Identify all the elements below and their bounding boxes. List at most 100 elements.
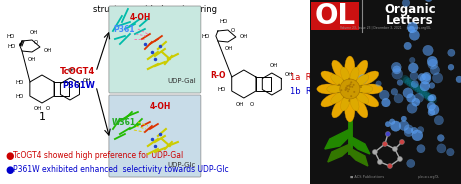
Circle shape — [417, 145, 425, 153]
Circle shape — [411, 80, 419, 88]
Text: pubs.acs.org/OL: pubs.acs.org/OL — [418, 175, 440, 179]
Text: 4-OH: 4-OH — [129, 13, 151, 22]
Circle shape — [392, 68, 403, 79]
Circle shape — [376, 81, 381, 86]
Ellipse shape — [350, 67, 359, 82]
Text: ●: ● — [5, 151, 13, 161]
Ellipse shape — [350, 95, 359, 111]
Text: UDP-Glc: UDP-Glc — [168, 162, 196, 168]
Circle shape — [421, 90, 429, 98]
Circle shape — [427, 102, 436, 110]
Polygon shape — [325, 129, 350, 149]
Circle shape — [345, 88, 347, 90]
Circle shape — [414, 93, 424, 102]
Text: R-O: R-O — [210, 72, 226, 81]
Circle shape — [415, 86, 423, 93]
Text: OH: OH — [270, 63, 278, 68]
Circle shape — [423, 91, 431, 100]
Ellipse shape — [354, 98, 368, 118]
Circle shape — [360, 86, 362, 88]
Text: HO: HO — [16, 79, 24, 84]
Circle shape — [425, 0, 433, 2]
Circle shape — [412, 98, 420, 106]
Text: HO: HO — [218, 87, 226, 92]
Circle shape — [340, 79, 360, 99]
Text: P361: P361 — [113, 25, 135, 34]
Circle shape — [338, 84, 340, 86]
Circle shape — [345, 87, 347, 89]
Circle shape — [385, 132, 390, 137]
Circle shape — [408, 63, 418, 73]
Text: W361: W361 — [112, 118, 136, 127]
Text: TcOGT4 showed high preference for UDP-Gal: TcOGT4 showed high preference for UDP-Ga… — [13, 151, 183, 160]
Circle shape — [387, 164, 392, 169]
Ellipse shape — [355, 92, 369, 104]
Circle shape — [353, 84, 355, 86]
Text: OH: OH — [236, 102, 244, 107]
Circle shape — [408, 26, 415, 33]
Circle shape — [437, 144, 446, 153]
Ellipse shape — [331, 75, 344, 86]
Text: O: O — [230, 29, 235, 33]
Ellipse shape — [345, 100, 355, 122]
Circle shape — [391, 62, 401, 72]
Circle shape — [405, 78, 413, 86]
Text: OH: OH — [28, 57, 36, 62]
Text: OH: OH — [34, 106, 42, 111]
Circle shape — [348, 88, 350, 90]
Ellipse shape — [332, 60, 346, 80]
Circle shape — [348, 78, 350, 80]
Circle shape — [407, 94, 415, 102]
Ellipse shape — [317, 84, 339, 94]
Circle shape — [379, 90, 389, 100]
Text: HO: HO — [8, 45, 16, 49]
Circle shape — [437, 135, 444, 141]
Circle shape — [390, 119, 395, 124]
Circle shape — [350, 81, 352, 83]
Circle shape — [382, 141, 387, 146]
Circle shape — [448, 49, 455, 56]
Circle shape — [429, 83, 435, 89]
Circle shape — [399, 121, 409, 130]
Ellipse shape — [341, 95, 350, 111]
Circle shape — [347, 90, 349, 92]
Circle shape — [407, 79, 415, 88]
Bar — [310, 0, 461, 32]
Circle shape — [434, 116, 443, 125]
Text: UDP-Gal: UDP-Gal — [167, 78, 196, 84]
Circle shape — [409, 57, 415, 63]
Ellipse shape — [361, 84, 383, 94]
Text: HO: HO — [16, 93, 24, 98]
Circle shape — [420, 74, 431, 84]
Circle shape — [418, 73, 426, 81]
Circle shape — [404, 42, 411, 50]
Circle shape — [346, 88, 348, 90]
Circle shape — [422, 72, 431, 81]
Circle shape — [408, 22, 418, 33]
Circle shape — [402, 0, 410, 7]
Text: OH: OH — [68, 68, 76, 73]
FancyBboxPatch shape — [109, 6, 201, 93]
Text: 1a  R=Gal: 1a R=Gal — [290, 73, 332, 82]
Circle shape — [409, 81, 417, 89]
Circle shape — [447, 148, 454, 156]
Circle shape — [428, 59, 438, 69]
Polygon shape — [350, 148, 368, 166]
Text: OH: OH — [240, 35, 248, 40]
Text: P361W exhibited enhanced  selectivity towards UDP-Glc: P361W exhibited enhanced selectivity tow… — [13, 165, 229, 174]
Text: TcOGT4: TcOGT4 — [59, 68, 95, 77]
Text: OH: OH — [30, 30, 38, 35]
Circle shape — [428, 109, 435, 116]
Ellipse shape — [341, 67, 350, 82]
Circle shape — [419, 89, 427, 96]
Text: Volume 23, Issue 23 | December 3, 2021     pubs.acs.org/OL: Volume 23, Issue 23 | December 3, 2021 p… — [339, 26, 430, 30]
Circle shape — [410, 72, 418, 80]
Circle shape — [393, 66, 401, 74]
Circle shape — [378, 160, 382, 164]
Circle shape — [412, 130, 423, 141]
Circle shape — [340, 89, 343, 91]
Circle shape — [348, 85, 350, 87]
Polygon shape — [328, 144, 350, 162]
Circle shape — [350, 95, 352, 97]
Text: O: O — [34, 40, 38, 45]
